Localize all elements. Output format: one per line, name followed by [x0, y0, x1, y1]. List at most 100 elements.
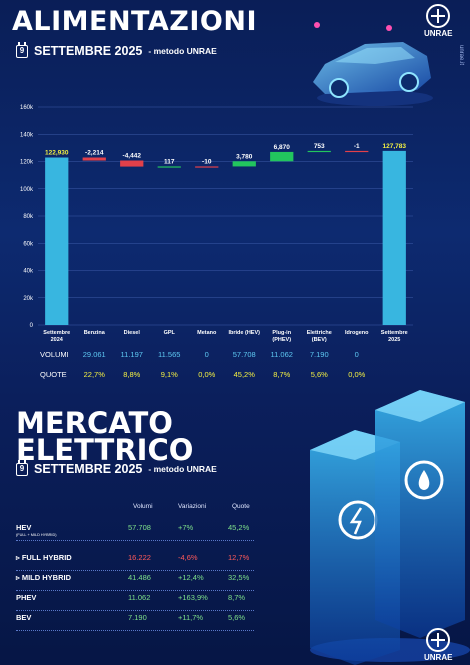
cell-quote: 45,2%: [228, 523, 250, 532]
volumi-cell: 11.062: [270, 350, 293, 359]
category-label-6: (PHEV): [272, 337, 291, 343]
col-header-quote: Quote: [232, 503, 250, 510]
category-label-3: GPL: [164, 330, 176, 336]
y-tick-label: 60k: [23, 241, 34, 247]
subtitle-method: - metodo UNRAE: [148, 46, 217, 56]
chargers-illustration: [310, 390, 470, 665]
data-label-1: -2,214: [85, 150, 104, 157]
cell-volumi: 11.062: [128, 593, 151, 602]
volumi-cell: 29.061: [82, 350, 106, 359]
row-separator: [16, 610, 254, 611]
cell-quote: 8,7%: [228, 593, 246, 602]
cell-quote: 5,6%: [228, 613, 246, 622]
bar-2: [120, 160, 144, 167]
cell-variazioni: +11,7%: [178, 613, 204, 622]
quote-cell: 5,6%: [310, 370, 328, 379]
category-label-7: Elettriche: [307, 330, 332, 336]
y-tick-label: 20k: [23, 296, 34, 302]
category-label-7: (BEV): [312, 337, 327, 343]
category-label-6: Plug-in: [272, 330, 291, 336]
cell-quote: 12,7%: [228, 553, 250, 562]
cell-volumi: 41.486: [128, 573, 151, 582]
cell-quote: 32,5%: [228, 573, 250, 582]
electric-car-illustration: [313, 22, 433, 106]
unrae-logo-icon: [426, 628, 451, 652]
unrae-logo-footer: UNRAE: [424, 628, 452, 662]
bar-7: [307, 150, 331, 153]
y-tick-label: 80k: [23, 214, 34, 220]
cell-volumi: 7.190: [128, 613, 147, 622]
category-label-0: Settembre: [43, 330, 70, 336]
bar-5: [232, 161, 256, 167]
table-row: BEV 7.190 +11,7% 5,6%: [16, 613, 254, 633]
cell-volumi: 16.222: [128, 553, 151, 562]
subtitle-row-2: 9 SETTEMBRE 2025 - metodo UNRAE: [16, 459, 217, 476]
volumi-label: VOLUMI: [40, 350, 69, 359]
col-header-volumi: Volumi: [133, 503, 153, 510]
page-title: ALIMENTAZIONI: [12, 6, 257, 37]
section-title-line1: MERCATO: [16, 406, 173, 440]
volumi-cell: 11.565: [158, 350, 181, 359]
unrae-logo-text: UNRAE: [424, 653, 453, 662]
col-header-variazioni: Variazioni: [178, 503, 207, 510]
category-label-4: Metano: [197, 330, 217, 336]
bar-0: [45, 157, 69, 325]
bar-6: [270, 151, 294, 162]
row-separator: [16, 590, 254, 591]
category-label-5: Ibride (HEV): [229, 330, 261, 336]
y-tick-label: 40k: [23, 269, 34, 275]
quote-cell: 0,0%: [198, 370, 216, 379]
row-label: ▹ FULL HYBRID: [16, 553, 72, 562]
y-tick-label: 0: [30, 323, 34, 329]
table-row: PHEV 11.062 +163,9% 8,7%: [16, 593, 254, 613]
data-label-3: 117: [164, 158, 175, 165]
cell-volumi: 57.708: [128, 523, 151, 532]
table-row: ▹ MILD HYBRID 41.486 +12,4% 32,5%: [16, 573, 254, 593]
category-label-1: Benzina: [84, 330, 106, 336]
site-url: unrae.it: [458, 45, 464, 66]
cell-variazioni: +12,4%: [178, 573, 204, 582]
table-row: HEV (FULL + MILD HYBRID) 57.708 +7% 45,2%: [16, 523, 254, 543]
subtitle-method-2: - metodo UNRAE: [148, 464, 217, 474]
y-tick-label: 100k: [20, 187, 34, 193]
volumi-cell: 11.197: [120, 350, 143, 359]
quote-cell: 45,2%: [233, 370, 255, 379]
data-label-2: -4,442: [123, 153, 142, 160]
row-label: ▹ MILD HYBRID: [16, 573, 72, 582]
quote-cell: 8,7%: [273, 370, 291, 379]
category-label-0: 2024: [51, 337, 64, 343]
quote-cell: 8,8%: [123, 370, 141, 379]
bar-3: [157, 166, 181, 168]
cell-variazioni: +163,9%: [178, 593, 208, 602]
bar-1: [82, 157, 106, 161]
calendar-icon: 9: [16, 41, 28, 58]
data-label-5: 3,780: [236, 153, 253, 160]
row-label: BEV: [16, 613, 32, 622]
row-separator: [16, 540, 254, 541]
bar-9: [382, 150, 406, 325]
bar-8: [345, 150, 369, 153]
category-label-8: Idrogeno: [345, 330, 369, 336]
subtitle-date-2: SETTEMBRE 2025: [34, 462, 143, 476]
y-tick-label: 120k: [20, 160, 34, 166]
category-label-9: 2025: [388, 337, 400, 343]
volumi-cell: 57.708: [232, 350, 256, 359]
cell-variazioni: +7%: [178, 523, 194, 532]
quote-label: QUOTE: [40, 370, 67, 379]
subtitle-row: 9 SETTEMBRE 2025 - metodo UNRAE: [16, 41, 217, 58]
data-label-4: -10: [202, 158, 212, 165]
calendar-icon: 9: [16, 459, 28, 476]
subtitle-date: SETTEMBRE 2025: [34, 44, 143, 58]
table-row: ▹ FULL HYBRID 16.222 -4,6% 12,7%: [16, 553, 254, 573]
bar-4: [195, 166, 219, 168]
unrae-logo-icon: [426, 4, 451, 28]
row-sublabel: (FULL + MILD HYBRID): [16, 533, 57, 537]
data-label-0: 122,930: [45, 150, 69, 157]
category-label-9: Settembre: [381, 330, 408, 336]
unrae-logo: UNRAE: [424, 4, 452, 38]
volumi-cell: 0: [204, 350, 209, 359]
quote-cell: 9,1%: [160, 370, 178, 379]
quote-cell: 0,0%: [348, 370, 366, 379]
row-label: PHEV: [16, 593, 37, 602]
volumi-cell: 7.190: [309, 350, 329, 359]
